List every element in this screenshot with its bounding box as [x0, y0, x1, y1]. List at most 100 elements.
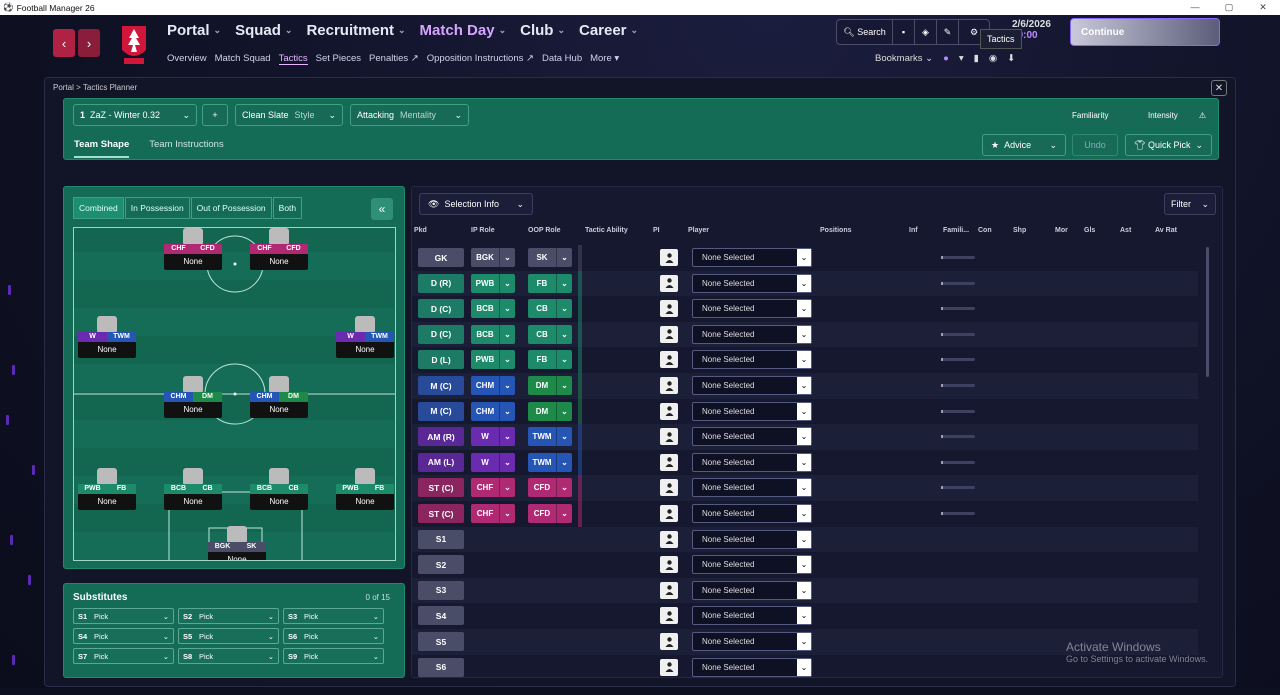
oop-role-dropdown[interactable]: TWM ⌄	[528, 427, 572, 447]
style-dropdown[interactable]: Clean Slate Style ⌄	[235, 104, 343, 126]
substitute-pick-dropdown[interactable]: S5 Pick ⌄	[178, 628, 279, 644]
pitch-player-slot[interactable]: PWB FB None	[336, 468, 394, 510]
player-dropdown[interactable]: None Selected ⌄	[692, 299, 812, 319]
player-instructions-icon[interactable]	[660, 633, 678, 650]
ip-role-dropdown[interactable]: BGK ⌄	[471, 248, 515, 267]
submenu-overview[interactable]: Overview	[167, 53, 207, 64]
submenu-penalties[interactable]: Penalties ↗	[369, 53, 419, 64]
menu-recruitment[interactable]: Recruitment ⌄	[306, 22, 406, 39]
pitch-player-slot[interactable]: BCB CB None	[250, 468, 308, 510]
player-instructions-icon[interactable]	[660, 556, 678, 574]
position-button[interactable]: D (L)	[418, 350, 464, 370]
quick-pick-button[interactable]: 👕︎ Quick Pick ⌄	[1125, 134, 1212, 156]
player-dropdown[interactable]: None Selected ⌄	[692, 504, 812, 523]
player-instructions-icon[interactable]	[660, 274, 678, 292]
inbox-icon[interactable]: ▪	[893, 20, 915, 44]
chat-icon[interactable]: ●	[943, 53, 949, 64]
player-dropdown[interactable]: None Selected ⌄	[692, 452, 812, 472]
shield-icon[interactable]: ◈	[915, 20, 937, 44]
scrollbar[interactable]	[1206, 247, 1209, 377]
breadcrumb-portal[interactable]: Portal	[53, 83, 74, 92]
submenu-opposition-instructions[interactable]: Opposition Instructions ↗	[426, 53, 534, 64]
player-dropdown[interactable]: None Selected ⌄	[692, 401, 812, 421]
player-instructions-icon[interactable]	[660, 402, 678, 420]
position-button[interactable]: AM (R)	[418, 427, 464, 447]
player-dropdown[interactable]: None Selected ⌄	[692, 529, 812, 549]
forward-button[interactable]: ›	[78, 29, 100, 57]
position-button[interactable]: S3	[418, 580, 464, 600]
minimize-button[interactable]: —	[1190, 2, 1200, 12]
menu-club[interactable]: Club ⌄	[520, 22, 565, 39]
oop-role-dropdown[interactable]: CB ⌄	[528, 299, 572, 319]
tab-combined[interactable]: Combined	[73, 197, 124, 219]
substitute-pick-dropdown[interactable]: S1 Pick ⌄	[73, 608, 174, 624]
pitch-player-slot[interactable]: BCB CB None	[164, 468, 222, 510]
ip-role-dropdown[interactable]: PWB ⌄	[471, 273, 515, 293]
menu-career[interactable]: Career ⌄	[578, 22, 639, 39]
oop-role-dropdown[interactable]: SK ⌄	[528, 248, 572, 267]
ip-role-dropdown[interactable]: CHF ⌄	[471, 504, 515, 523]
substitute-pick-dropdown[interactable]: S4 Pick ⌄	[73, 628, 174, 644]
ip-role-dropdown[interactable]: BCB ⌄	[471, 324, 515, 344]
notebook-icon[interactable]: ▮	[973, 53, 979, 64]
intensity-meter[interactable]: Intensity ⚠	[1142, 104, 1212, 126]
submenu-data-hub[interactable]: Data Hub	[541, 53, 583, 64]
column-header[interactable]: OOP Role	[528, 227, 561, 234]
tab-both[interactable]: Both	[272, 197, 303, 219]
ip-role-dropdown[interactable]: W ⌄	[471, 427, 515, 447]
column-header[interactable]: Gls	[1084, 227, 1096, 234]
tab-in-possession[interactable]: In Possession	[124, 197, 190, 219]
player-instructions-icon[interactable]	[660, 479, 678, 497]
column-header[interactable]: Shp	[1013, 227, 1027, 234]
pen-icon[interactable]: ✎	[937, 20, 959, 44]
submenu-tactics[interactable]: Tactics	[278, 53, 308, 65]
position-button[interactable]: AM (L)	[418, 452, 464, 472]
column-header[interactable]: Player	[688, 227, 710, 234]
column-header[interactable]: Pkd	[414, 227, 427, 234]
advice-button[interactable]: ★ Advice ⌄	[982, 134, 1066, 156]
player-dropdown[interactable]: None Selected ⌄	[692, 606, 812, 626]
ip-role-dropdown[interactable]: PWB ⌄	[471, 350, 515, 370]
tab-team-shape[interactable]: Team Shape	[74, 139, 130, 158]
position-button[interactable]: S1	[418, 529, 464, 549]
maximize-button[interactable]: ▢	[1224, 2, 1234, 12]
substitute-pick-dropdown[interactable]: S8 Pick ⌄	[178, 648, 279, 664]
oop-role-dropdown[interactable]: CFD ⌄	[528, 504, 572, 523]
tactic-selector[interactable]: 1 ZaZ - Winter 0.32 ⌄	[73, 104, 197, 126]
column-header[interactable]: Ast	[1120, 227, 1132, 234]
mentality-dropdown[interactable]: Attacking Mentality ⌄	[350, 104, 469, 126]
ip-role-dropdown[interactable]: CHM ⌄	[471, 401, 515, 421]
column-header[interactable]: PI	[653, 227, 660, 234]
add-tactic-button[interactable]: +	[202, 104, 228, 126]
player-instructions-icon[interactable]	[660, 325, 678, 343]
tab-out-of-possession[interactable]: Out of Possession	[190, 197, 272, 219]
close-window-button[interactable]: ✕	[1259, 2, 1267, 12]
position-button[interactable]: M (C)	[418, 376, 464, 395]
back-button[interactable]: ‹	[53, 29, 75, 57]
player-instructions-icon[interactable]	[660, 658, 678, 676]
pitch-player-slot[interactable]: CHF CFD None	[164, 228, 222, 270]
oop-role-dropdown[interactable]: DM ⌄	[528, 376, 572, 395]
position-button[interactable]: S4	[418, 606, 464, 626]
familiarity-meter[interactable]: Familiarity	[1066, 104, 1136, 126]
player-instructions-icon[interactable]	[660, 249, 678, 266]
pitch-player-slot[interactable]: BGK SK None	[208, 526, 266, 560]
close-panel-button[interactable]: ✕	[1211, 80, 1227, 96]
player-dropdown[interactable]: None Selected ⌄	[692, 376, 812, 395]
ball-icon[interactable]: ◉	[988, 53, 998, 64]
submenu-set-pieces[interactable]: Set Pieces	[315, 53, 362, 64]
player-dropdown[interactable]: None Selected ⌄	[692, 657, 812, 677]
player-dropdown[interactable]: None Selected ⌄	[692, 350, 812, 370]
column-header[interactable]: Tactic Ability	[585, 227, 628, 234]
menu-portal[interactable]: Portal ⌄	[167, 22, 222, 39]
pitch-player-slot[interactable]: W TWM None	[336, 316, 394, 358]
bookmarks-dropdown[interactable]: Bookmarks ⌄	[875, 53, 934, 64]
filter-dropdown[interactable]: Filter ⌄	[1164, 193, 1216, 215]
column-header[interactable]: Inf	[909, 227, 918, 234]
oop-role-dropdown[interactable]: TWM ⌄	[528, 452, 572, 472]
substitute-pick-dropdown[interactable]: S7 Pick ⌄	[73, 648, 174, 664]
column-header[interactable]: Positions	[820, 227, 852, 234]
position-button[interactable]: S5	[418, 632, 464, 651]
collapse-button[interactable]: «	[371, 198, 393, 220]
oop-role-dropdown[interactable]: FB ⌄	[528, 350, 572, 370]
